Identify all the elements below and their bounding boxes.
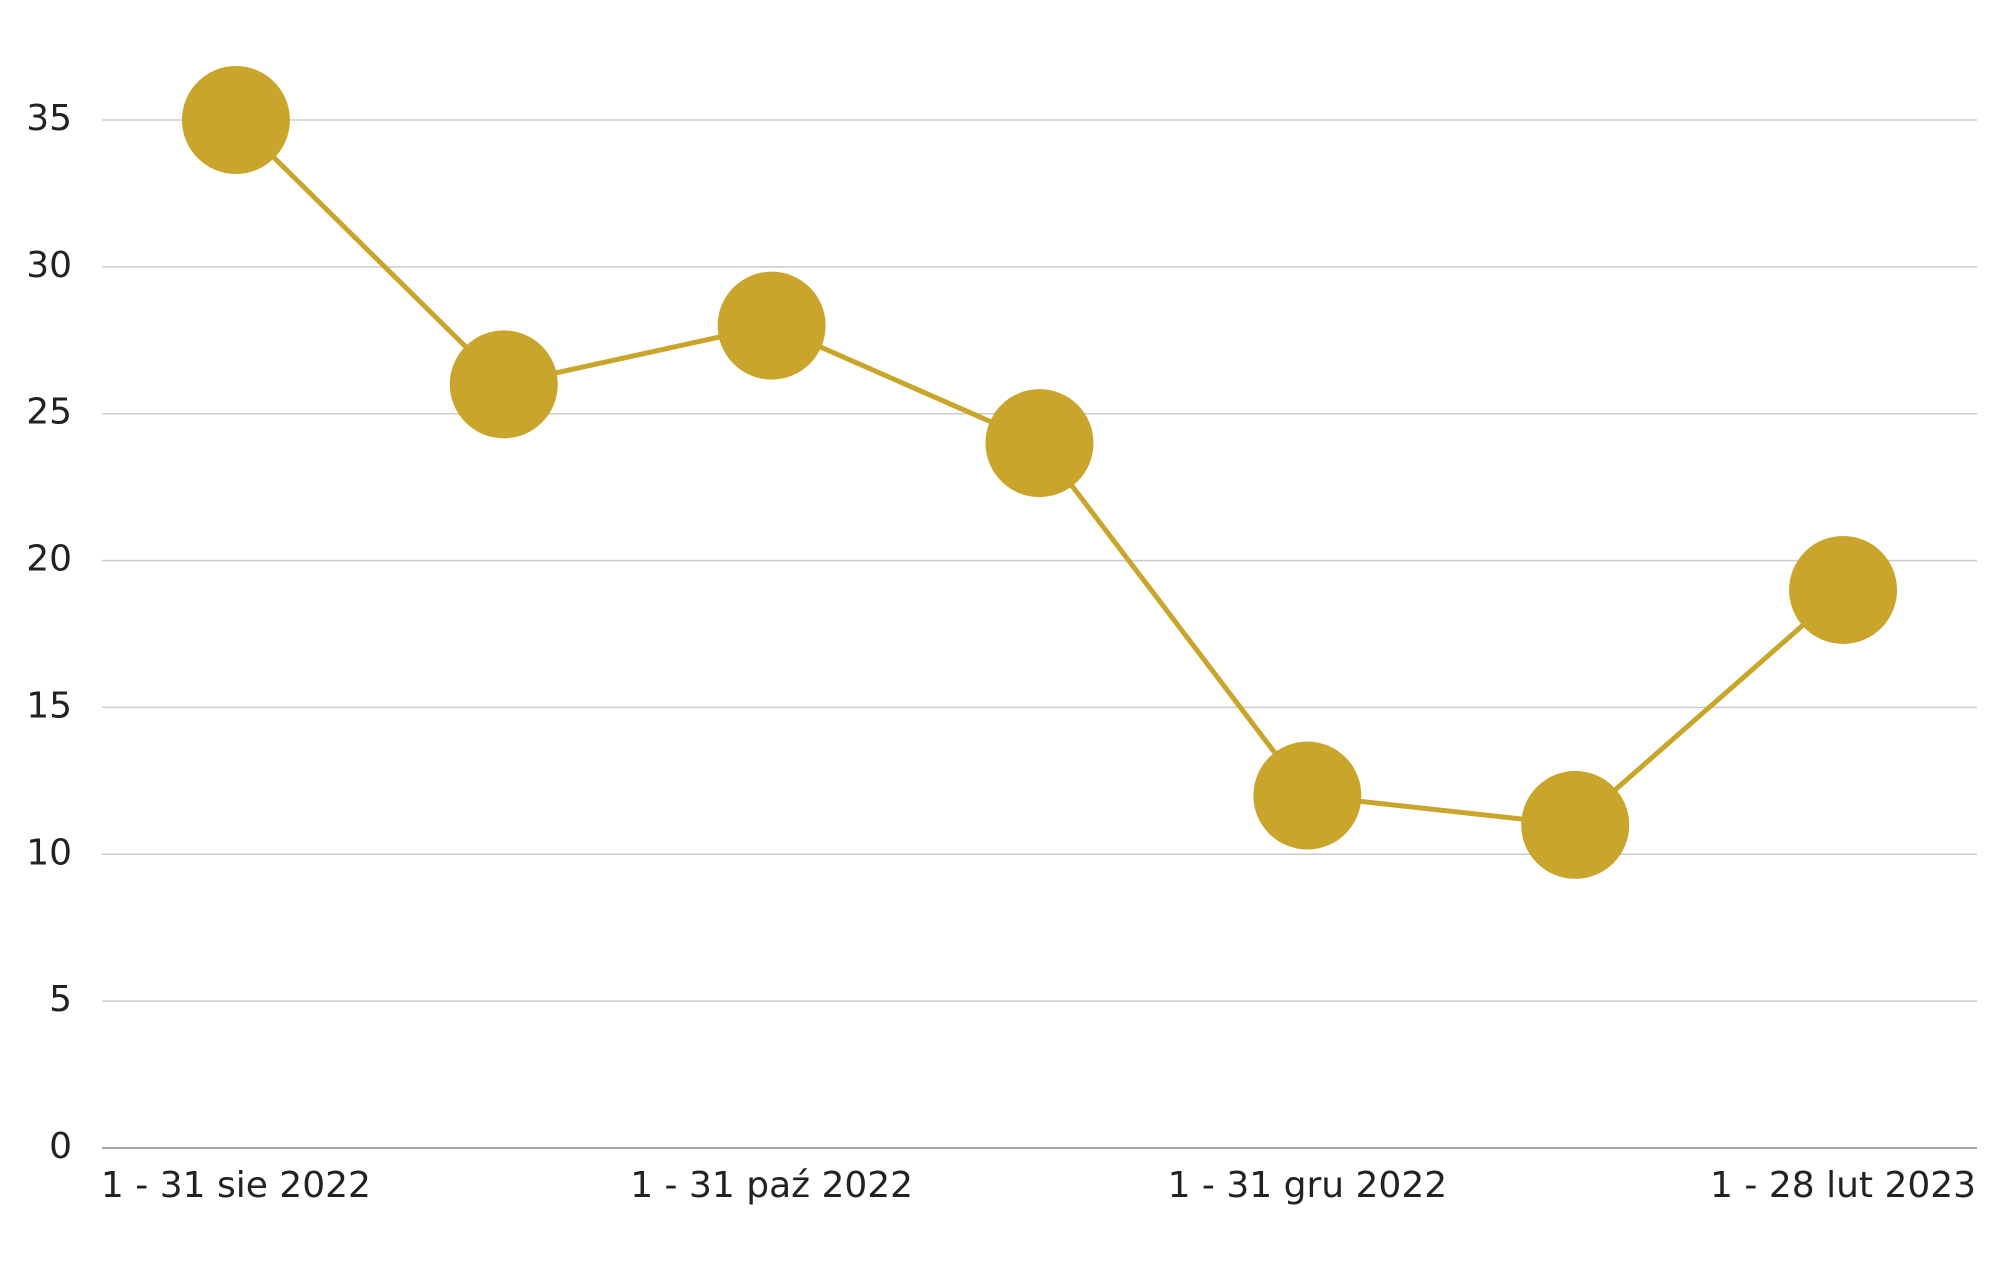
x-tick-label: 1 - 28 lut 2023 bbox=[1710, 1165, 1976, 1206]
y-tick-label: 20 bbox=[26, 539, 72, 580]
x-tick-label: 1 - 31 sie 2022 bbox=[101, 1165, 371, 1206]
point bbox=[1253, 741, 1362, 850]
point bbox=[717, 271, 826, 380]
y-tick-label: 10 bbox=[26, 832, 72, 873]
point bbox=[181, 66, 290, 174]
y-tick-label: 15 bbox=[26, 685, 72, 726]
point bbox=[449, 330, 558, 439]
y-tick-label: 5 bbox=[49, 979, 72, 1020]
y-tick-label: 25 bbox=[26, 392, 72, 433]
point bbox=[1521, 770, 1630, 879]
y-tick-label: 0 bbox=[49, 1126, 72, 1167]
point bbox=[985, 389, 1094, 498]
y-tick-label: 30 bbox=[26, 245, 72, 286]
point bbox=[1789, 535, 1898, 644]
x-tick-label: 1 - 31 gru 2022 bbox=[1168, 1165, 1448, 1206]
y-tick-label: 35 bbox=[26, 98, 72, 139]
x-tick-label: 1 - 31 paź 2022 bbox=[630, 1165, 913, 1206]
